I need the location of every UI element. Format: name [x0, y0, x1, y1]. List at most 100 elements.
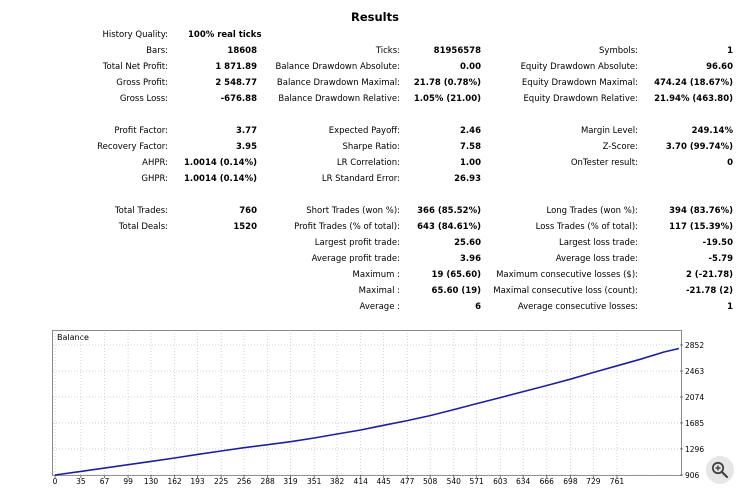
stat-value: 21.78 (0.78%) — [413, 78, 481, 88]
stat-label: Balance Drawdown Relative: — [278, 94, 400, 104]
y-tick-label: 2074 — [685, 393, 704, 402]
stat-value: 26.93 — [454, 174, 481, 184]
results-title: Results — [351, 10, 399, 24]
x-tick-label: 225 — [214, 477, 229, 486]
stat-value: 100% real ticks — [188, 30, 262, 40]
stat-value: -676.88 — [220, 94, 257, 104]
stat-value: 25.60 — [454, 238, 481, 248]
x-tick-label: 477 — [400, 477, 415, 486]
stat-value: 65.60 (19) — [431, 286, 481, 296]
stat-value: 21.94% (463.80) — [654, 94, 733, 104]
x-tick-label: 666 — [540, 477, 555, 486]
stat-value: 1.00 — [460, 158, 481, 168]
x-tick-label: 571 — [469, 477, 484, 486]
stat-label: Balance Drawdown Absolute: — [275, 62, 400, 72]
x-tick-label: 698 — [563, 477, 578, 486]
stat-value: 3.77 — [236, 126, 257, 136]
x-tick-label: 351 — [307, 477, 322, 486]
stat-value: 1 — [727, 302, 733, 312]
x-tick-label: 445 — [376, 477, 391, 486]
stat-value: 1.0014 (0.14%) — [183, 158, 257, 168]
x-tick-label: 35 — [76, 477, 86, 486]
stat-value: 0.00 — [460, 62, 481, 72]
stat-label: Maximum : — [352, 270, 400, 280]
x-tick-label: 319 — [283, 477, 298, 486]
stat-value: 366 (85.52%) — [417, 206, 481, 216]
stat-label: Sharpe Ratio: — [342, 142, 401, 152]
y-tick-label: 1296 — [685, 445, 704, 454]
x-tick-label: 634 — [516, 477, 531, 486]
stat-label: OnTester result: — [570, 158, 638, 168]
stat-value: 1520 — [233, 222, 257, 232]
stat-value: 2 (-21.78) — [685, 270, 733, 280]
stat-label: Bars: — [146, 46, 168, 56]
stat-label: Average profit trade: — [311, 254, 400, 264]
y-tick-label: 906 — [685, 471, 700, 480]
stat-label: Z-Score: — [602, 142, 638, 152]
stat-value: 0 — [727, 158, 733, 168]
stat-label: Loss Trades (% of total): — [535, 222, 638, 232]
x-tick-label: 130 — [144, 477, 159, 486]
stat-label: Largest profit trade: — [314, 238, 400, 248]
stat-value: 18608 — [227, 46, 257, 56]
stat-label: Balance Drawdown Maximal: — [276, 78, 400, 88]
stat-label: Gross Loss: — [119, 94, 168, 104]
x-tick-label: 0 — [53, 477, 58, 486]
stat-label: GHPR: — [141, 174, 168, 184]
stat-value: 1.05% (21.00) — [413, 94, 481, 104]
stat-value: 1 871.89 — [215, 62, 257, 72]
stat-label: Profit Trades (% of total): — [294, 222, 400, 232]
stat-value: 6 — [475, 302, 481, 312]
chart-title: Balance — [57, 333, 89, 342]
x-tick-label: 414 — [354, 477, 369, 486]
x-tick-label: 193 — [190, 477, 205, 486]
stat-value: 7.58 — [460, 142, 481, 152]
stat-label: Total Trades: — [114, 206, 168, 216]
stat-label: Total Net Profit: — [102, 62, 168, 72]
x-tick-label: 540 — [447, 477, 462, 486]
stat-value: -5.79 — [708, 254, 734, 264]
stat-label: LR Correlation: — [336, 158, 400, 168]
balance-line — [54, 347, 680, 476]
stat-value: 3.70 (99.74%) — [665, 142, 733, 152]
zoom-in-icon — [711, 461, 729, 479]
stat-label: Maximum consecutive losses ($): — [496, 270, 638, 280]
stat-value: 81956578 — [433, 46, 481, 56]
y-tick-label: 2852 — [685, 341, 704, 350]
stat-label: AHPR: — [142, 158, 168, 168]
stat-label: Largest loss trade: — [558, 238, 638, 248]
stat-label: Expected Payoff: — [328, 126, 400, 136]
stat-label: Maximal consecutive loss (count): — [493, 286, 638, 296]
stat-value: 760 — [239, 206, 257, 216]
stat-label: Average loss trade: — [555, 254, 638, 264]
x-tick-label: 99 — [123, 477, 133, 486]
stat-label: Average : — [359, 302, 400, 312]
stat-value: 2 548.77 — [215, 78, 257, 88]
stat-value: 474.24 (18.67%) — [654, 78, 733, 88]
stat-value: 394 (83.76%) — [669, 206, 733, 216]
stat-value: 1 — [727, 46, 733, 56]
stat-label: Total Deals: — [118, 222, 168, 232]
stat-label: Margin Level: — [580, 126, 638, 136]
stat-label: Ticks: — [375, 46, 400, 56]
stat-label: Gross Profit: — [116, 78, 168, 88]
stat-label: History Quality: — [102, 30, 168, 40]
stat-label: Equity Drawdown Relative: — [523, 94, 638, 104]
stat-value: 1.0014 (0.14%) — [183, 174, 257, 184]
x-tick-label: 288 — [261, 477, 276, 486]
stat-value: 117 (15.39%) — [669, 222, 733, 232]
stat-label: Maximal : — [358, 286, 400, 296]
x-tick-label: 256 — [237, 477, 252, 486]
stat-value: 2.46 — [460, 126, 481, 136]
stat-label: Symbols: — [599, 46, 638, 56]
stat-label: Profit Factor: — [114, 126, 168, 136]
stat-label: Equity Drawdown Maximal: — [521, 78, 638, 88]
stat-value: 3.95 — [236, 142, 257, 152]
x-tick-label: 761 — [610, 477, 625, 486]
stat-label: Short Trades (won %): — [306, 206, 400, 216]
stat-value: 249.14% — [691, 126, 733, 136]
zoom-button[interactable] — [706, 456, 734, 484]
balance-chart: Balance — [52, 330, 682, 476]
stat-label: Average consecutive losses: — [517, 302, 638, 312]
